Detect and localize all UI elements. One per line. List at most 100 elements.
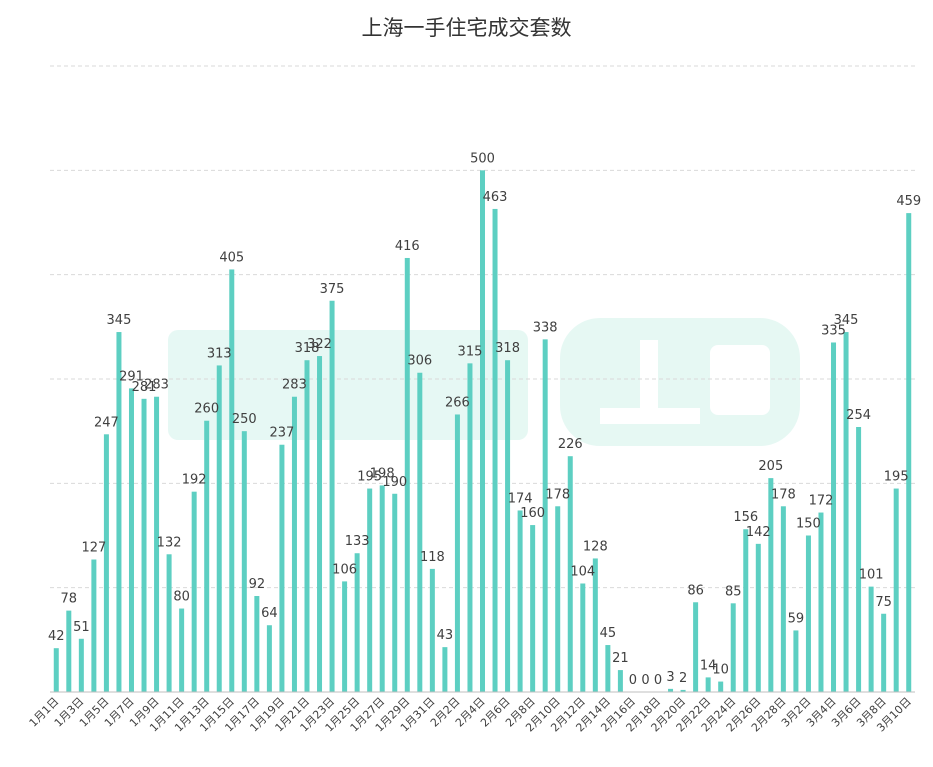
data-label: 260 [194, 402, 219, 417]
bar [128, 388, 134, 692]
data-label: 51 [73, 620, 90, 635]
data-label: 405 [219, 250, 244, 265]
bar [467, 363, 473, 692]
bar [856, 426, 862, 692]
bar [266, 625, 272, 692]
data-label: 281 [132, 380, 157, 395]
bar [881, 613, 887, 692]
bar [166, 554, 172, 692]
bar [404, 257, 410, 692]
data-label: 78 [61, 592, 78, 607]
bar [103, 434, 109, 692]
bar [329, 300, 335, 692]
data-label: 14 [700, 658, 717, 673]
bar [454, 414, 460, 692]
bar [304, 360, 310, 692]
data-label: 198 [370, 466, 395, 481]
data-label: 42 [48, 629, 65, 644]
data-label: 190 [382, 475, 407, 490]
data-label: 313 [207, 346, 232, 361]
data-label: 459 [896, 194, 921, 209]
data-label: 106 [332, 562, 357, 577]
data-label: 0 [654, 673, 662, 688]
data-label: 250 [232, 412, 257, 427]
bar [66, 610, 72, 692]
data-label: 315 [458, 344, 483, 359]
data-label: 247 [94, 415, 119, 430]
bar [831, 342, 837, 692]
data-label: 195 [884, 470, 909, 485]
chart-title: 上海一手住宅成交套数 [361, 16, 572, 40]
bar [793, 630, 799, 692]
bar [668, 688, 674, 692]
data-label: 335 [821, 323, 846, 338]
data-label: 306 [407, 354, 432, 369]
data-label: 178 [545, 487, 570, 502]
bar [204, 420, 210, 692]
data-label: 128 [583, 539, 608, 554]
bar [53, 648, 59, 692]
bar [805, 535, 811, 692]
data-label: 43 [437, 628, 454, 643]
bar [229, 269, 235, 692]
bar [78, 638, 84, 692]
data-label: 226 [558, 437, 583, 452]
bar [342, 581, 348, 692]
bar [429, 568, 435, 692]
bar [241, 431, 247, 692]
bar [442, 647, 448, 692]
data-label: 45 [600, 626, 617, 641]
bar [91, 559, 97, 692]
data-labels: 4278511272473452912812831328019226031340… [48, 151, 921, 688]
data-label: 0 [641, 673, 649, 688]
data-label: 178 [771, 487, 796, 502]
bar [705, 677, 711, 692]
bar [179, 608, 185, 692]
data-label: 192 [182, 473, 207, 488]
data-label: 86 [687, 583, 704, 598]
data-label: 254 [846, 408, 871, 423]
bar [755, 543, 761, 692]
data-label: 283 [144, 378, 169, 393]
data-label: 133 [345, 534, 370, 549]
bar [492, 208, 498, 693]
data-label: 500 [470, 151, 495, 166]
data-label: 345 [834, 313, 859, 328]
data-label: 101 [859, 568, 884, 583]
data-label: 375 [320, 282, 345, 297]
data-label: 92 [249, 577, 266, 592]
data-label: 2 [679, 671, 687, 686]
bar [505, 360, 511, 692]
bar [291, 396, 297, 692]
bar [191, 491, 197, 692]
bar [768, 478, 774, 692]
data-label: 59 [788, 611, 805, 626]
data-label: 195 [357, 470, 382, 485]
bar [868, 586, 874, 692]
data-label: 3 [666, 670, 674, 685]
bar [417, 372, 423, 692]
data-label: 205 [758, 459, 783, 474]
bar [906, 213, 912, 693]
bar [367, 488, 373, 692]
bars [53, 170, 912, 693]
bar [605, 645, 611, 692]
bar [542, 339, 548, 692]
data-label: 322 [307, 337, 332, 352]
bar [718, 681, 724, 692]
bar [680, 689, 686, 692]
data-label: 142 [746, 525, 771, 540]
bar [254, 596, 260, 692]
bar [392, 493, 398, 692]
bar [843, 332, 849, 692]
bar [317, 356, 323, 692]
data-label: 127 [81, 540, 106, 555]
bar [780, 506, 786, 692]
data-label: 160 [520, 506, 545, 521]
watermark [168, 318, 800, 446]
bar [354, 553, 360, 692]
data-label: 237 [270, 426, 295, 441]
data-label: 463 [483, 190, 508, 205]
data-label: 283 [282, 378, 307, 393]
